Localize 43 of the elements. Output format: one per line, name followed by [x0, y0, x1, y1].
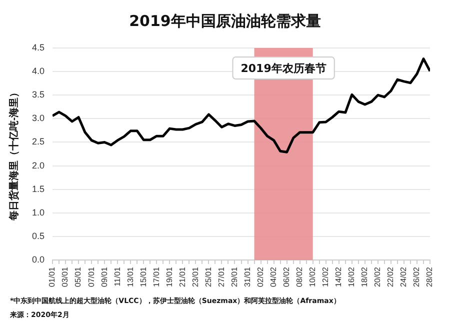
- x-tick-label: 26/02: [412, 266, 422, 288]
- y-tick-label: 1.0: [32, 207, 45, 218]
- x-tick-label: 06/02: [282, 266, 292, 288]
- y-tick-label: 3.5: [32, 90, 45, 100]
- x-tick-label: 12/02: [321, 266, 330, 288]
- x-tick-label: 03/01: [60, 266, 70, 288]
- y-tick-label: 4.0: [32, 66, 45, 76]
- x-tick-label: 22/02: [386, 266, 396, 288]
- x-tick-label: 02/02: [256, 266, 265, 288]
- x-tick-label: 29/01: [230, 266, 239, 288]
- band-label: 2019年农历春节: [240, 62, 326, 75]
- x-tick-label: 28/02: [425, 266, 434, 288]
- x-tick-label: 10/02: [308, 266, 318, 288]
- y-tick-label: 3.0: [32, 113, 45, 124]
- x-tick-label: 21/01: [178, 266, 187, 288]
- x-tick-label: 15/01: [138, 266, 148, 288]
- x-tick-label: 25/01: [204, 266, 213, 288]
- x-tick-label: 13/01: [126, 266, 135, 288]
- y-tick-label: 2.0: [32, 160, 45, 170]
- x-tick-label: 14/02: [334, 266, 344, 288]
- x-tick-label: 17/01: [152, 266, 161, 288]
- x-tick-label: 16/02: [347, 266, 356, 288]
- y-tick-label: 4.5: [32, 42, 45, 52]
- y-tick-label: 0.5: [32, 230, 45, 241]
- x-tick-label: 31/01: [242, 266, 252, 288]
- x-tick-label: 23/01: [190, 266, 200, 288]
- x-tick-label: 04/02: [269, 266, 278, 288]
- x-tick-label: 05/01: [74, 266, 83, 288]
- x-tick-label: 27/01: [216, 266, 226, 288]
- chart-title: 2019年中国原油油轮需求量: [128, 12, 322, 31]
- y-axis-title: 每日货量海里（十亿吨-海里）: [8, 87, 20, 222]
- x-tick-label: 01/01: [48, 266, 57, 288]
- x-tick-label: 18/02: [360, 266, 370, 288]
- x-tick-label: 19/01: [164, 266, 174, 288]
- x-tick-label: 07/01: [86, 266, 96, 288]
- y-tick-label: 0.0: [32, 254, 45, 264]
- x-tick-label: 24/02: [399, 266, 408, 288]
- x-tick-label: 11/01: [112, 266, 122, 286]
- x-tick-label: 08/02: [295, 266, 304, 288]
- x-tick-label: 20/02: [373, 266, 382, 288]
- y-tick-label: 1.5: [32, 184, 45, 194]
- y-tick-label: 2.5: [32, 136, 45, 147]
- x-tick-label: 09/01: [100, 266, 109, 288]
